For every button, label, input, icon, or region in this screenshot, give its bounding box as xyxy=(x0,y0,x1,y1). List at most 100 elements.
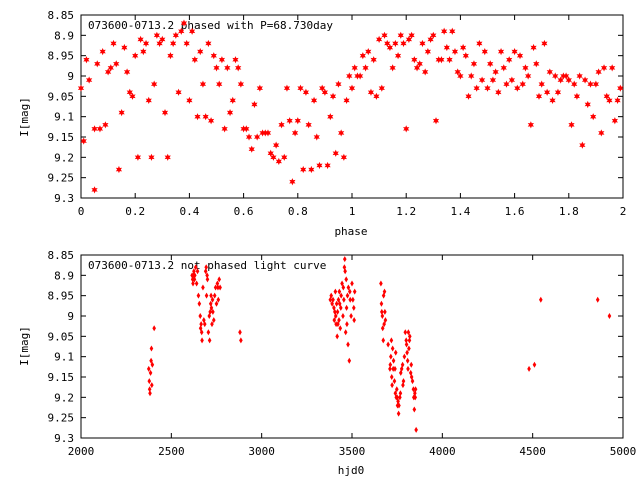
phased-data-point xyxy=(297,84,304,92)
phased-data-point xyxy=(151,80,158,88)
phased-data-point xyxy=(283,84,291,92)
unphased-data-point xyxy=(388,365,392,372)
phased-data-point xyxy=(389,64,396,72)
unphased-data-point xyxy=(399,365,404,372)
unphased-data-point xyxy=(332,304,336,311)
phased-data-point xyxy=(590,113,597,121)
phased-x-tick-label: 1.6 xyxy=(505,205,525,218)
unphased-data-point xyxy=(206,329,211,336)
phased-y-tick-label: 8.85 xyxy=(48,9,75,22)
phased-x-tick-label: 1.4 xyxy=(450,205,470,218)
phased-y-tick-label: 9.15 xyxy=(48,131,75,144)
phased-data-point xyxy=(316,161,323,170)
phased-data-point xyxy=(397,31,404,39)
unphased-x-tick-label: 5000 xyxy=(610,445,637,458)
phased-data-point xyxy=(573,92,581,100)
phased-data-point xyxy=(270,153,277,161)
unphased-data-point xyxy=(347,357,352,364)
phased-data-point xyxy=(451,48,459,56)
unphased-data-point xyxy=(239,337,243,344)
phased-data-point xyxy=(327,113,334,121)
unphased-data-point xyxy=(409,361,414,368)
phased-data-point xyxy=(121,43,128,52)
phased-data-point xyxy=(224,64,231,72)
unphased-x-tick-label: 2500 xyxy=(158,445,185,458)
unphased-data-point xyxy=(532,361,537,368)
unphased-data-point xyxy=(398,390,403,397)
unphased-title: 073600-0713.2 not phased light curve xyxy=(88,259,326,272)
phased-data-point xyxy=(478,76,486,84)
unphased-data-point xyxy=(191,280,195,287)
phased-data-point xyxy=(609,64,616,72)
unphased-data-point xyxy=(345,321,349,328)
unphased-data-point xyxy=(349,313,353,319)
phased-data-point xyxy=(243,125,250,133)
phased-data-point xyxy=(264,129,272,137)
phased-data-point xyxy=(413,64,421,72)
unphased-ylabel: I[mag] xyxy=(18,326,31,366)
phased-data-point xyxy=(354,72,361,80)
unphased-y-tick-label: 8.9 xyxy=(54,269,74,282)
phased-data-point xyxy=(104,68,112,76)
unphased-data-point xyxy=(397,402,401,409)
phased-x-tick-label: 0.4 xyxy=(179,205,199,218)
phased-data-point xyxy=(514,84,521,92)
phased-data-point xyxy=(557,76,564,84)
phased-data-point xyxy=(83,56,90,64)
phased-data-point xyxy=(305,121,312,129)
phased-x-tick-label: 1 xyxy=(349,205,356,218)
unphased-data-point xyxy=(343,329,348,336)
unphased-data-point xyxy=(209,292,213,299)
phased-data-point xyxy=(611,117,618,125)
phased-data-point xyxy=(525,72,532,80)
phased-y-tick-label: 9.05 xyxy=(48,90,75,103)
phased-data-point xyxy=(248,145,255,153)
phased-data-point xyxy=(595,68,602,76)
phased-data-point xyxy=(430,31,437,39)
unphased-data-point xyxy=(407,337,412,344)
phased-data-point xyxy=(579,141,586,149)
phased-data-point xyxy=(370,56,377,64)
phased-data-point xyxy=(522,64,529,72)
phased-data-point xyxy=(495,88,502,96)
unphased-data-point xyxy=(333,313,338,319)
phased-data-point xyxy=(159,35,166,43)
phased-data-point xyxy=(568,121,575,129)
unphased-data-point xyxy=(331,296,335,303)
phased-xlabel: phase xyxy=(334,225,367,238)
unphased-data-point xyxy=(390,382,394,389)
unphased-data-point xyxy=(404,337,408,344)
phased-x-tick-label: 0.8 xyxy=(288,205,308,218)
unphased-data-point xyxy=(395,386,399,393)
phased-y-tick-label: 9.25 xyxy=(48,172,75,185)
unphased-data-point xyxy=(208,308,212,315)
unphased-data-point xyxy=(199,321,203,328)
phased-data-point xyxy=(113,60,120,68)
unphased-data-point xyxy=(213,284,218,291)
unphased-data-point xyxy=(192,268,196,275)
phased-x-tick-label: 1.8 xyxy=(559,205,579,218)
unphased-data-point xyxy=(379,280,383,287)
phased-data-point xyxy=(449,27,456,35)
unphased-data-point xyxy=(150,382,154,389)
phased-x-tick-label: 0 xyxy=(78,205,85,218)
unphased-y-tick-label: 9.05 xyxy=(48,330,75,343)
unphased-data-point xyxy=(527,365,531,372)
phased-data-point xyxy=(186,96,193,104)
phased-data-point xyxy=(365,48,372,56)
phased-data-point xyxy=(240,125,247,133)
unphased-data-point xyxy=(352,288,357,295)
unphased-data-point xyxy=(149,357,153,364)
unphased-data-point xyxy=(383,308,387,315)
phased-data-point xyxy=(587,80,594,88)
phased-data-point xyxy=(319,84,326,92)
phased-data-point xyxy=(565,76,572,84)
phased-data-point xyxy=(80,137,87,145)
unphased-data-point xyxy=(379,300,384,307)
unphased-data-point xyxy=(411,386,416,393)
phased-data-point xyxy=(554,88,562,96)
phased-data-point xyxy=(508,76,516,84)
unphased-data-point xyxy=(217,276,222,283)
unphased-data-point xyxy=(148,390,152,397)
unphased-data-point xyxy=(193,272,197,279)
